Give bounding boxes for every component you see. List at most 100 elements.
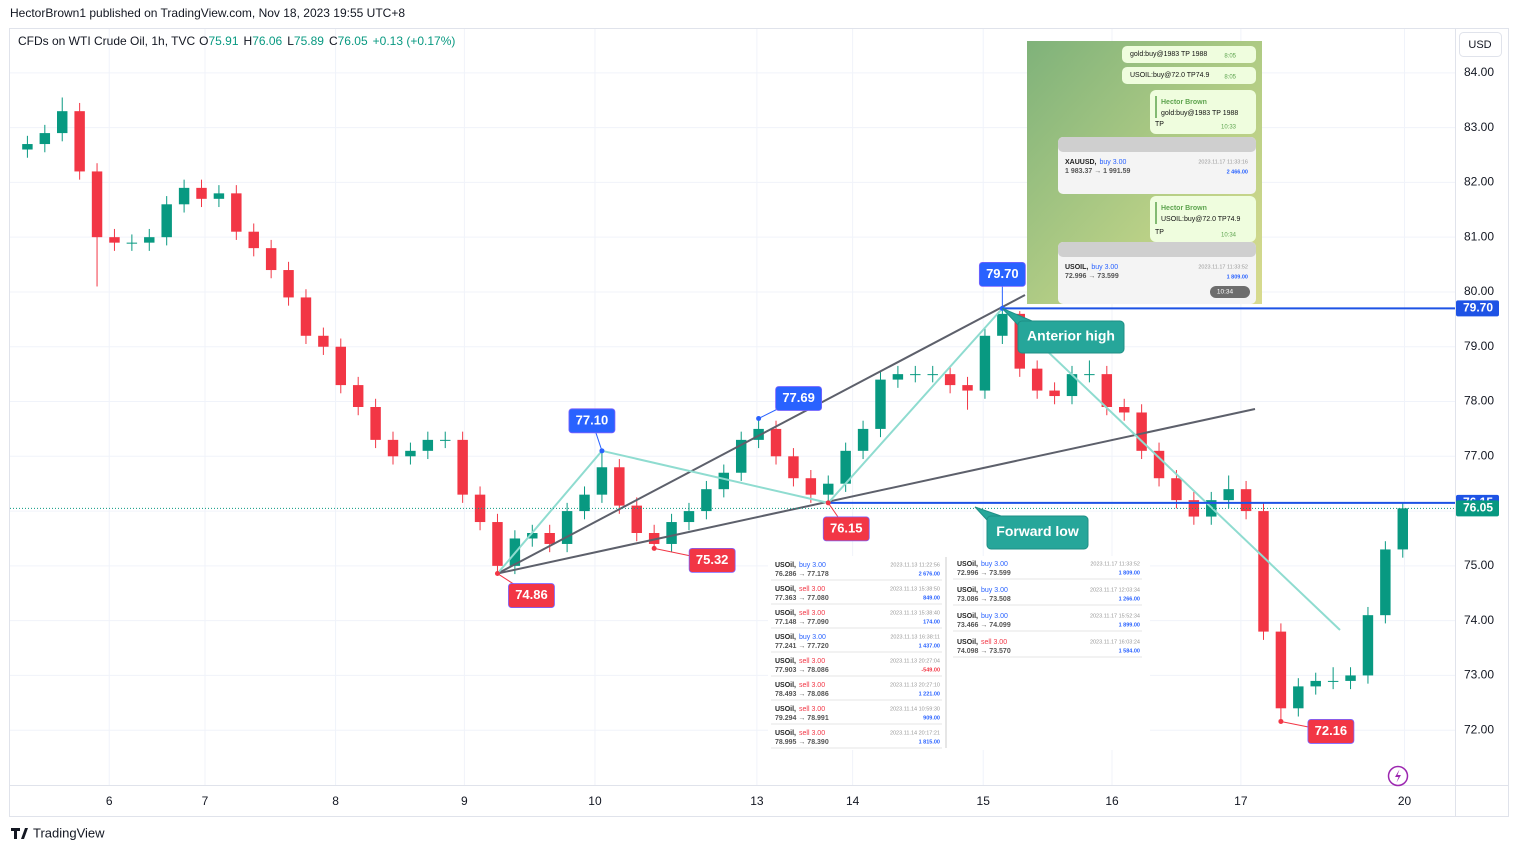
candle-body (1327, 680, 1339, 682)
candle-body (875, 379, 886, 429)
pivot-label: 75.32 (696, 552, 729, 567)
trade-side: sell 3.00 (799, 610, 825, 617)
header-text: H (244, 34, 253, 48)
callout-box (1017, 320, 1125, 354)
y-tick-label: 72.00 (1464, 722, 1494, 736)
tg-card-band (1058, 242, 1256, 257)
brand-name: TradingView (33, 825, 105, 840)
candle-body (648, 533, 660, 544)
candle-body (213, 193, 225, 199)
trade-profit: 1 584.00 (1119, 648, 1140, 654)
trade-time: 2023.11.17 12:03:34 (1090, 587, 1140, 593)
candle-body (631, 505, 642, 533)
candle-body (753, 428, 764, 440)
x-tick-label: 13 (750, 794, 764, 808)
candle-body (979, 335, 991, 391)
candle-body (370, 407, 381, 440)
published-line: HectorBrown1 published on TradingView.co… (10, 6, 405, 20)
trade-time: 2023.11.17 15:52:34 (1090, 613, 1140, 619)
candle-body (335, 346, 347, 386)
candle-body (39, 133, 51, 145)
tg-reply-text: USOIL:buy@72.0 TP74.9 (1161, 216, 1240, 223)
tg-time: 10:34 (1221, 233, 1237, 239)
trade-panel (768, 556, 1150, 750)
trade-profit: 1 815.00 (919, 739, 940, 745)
candle-body (265, 248, 277, 271)
candle-body (126, 242, 138, 244)
axis-label-box (1456, 500, 1499, 517)
x-tick-label: 15 (977, 794, 991, 808)
candle-body (892, 374, 904, 380)
x-tick-label: 16 (1105, 794, 1119, 808)
trade-prices: 77.148 → 77.090 (775, 619, 829, 626)
candle-body (109, 237, 120, 243)
trade-symbol: USOil, (957, 613, 978, 620)
trade-prices: 74.098 → 73.570 (957, 648, 1011, 655)
telegram-screenshot: gold:buy@1983 TP 1988 8:05 USOIL:buy@72.0 … (1027, 41, 1262, 304)
trade-profit: 1 437.00 (919, 643, 940, 649)
trade-side: sell 3.00 (981, 639, 1007, 646)
trend-line (497, 294, 1026, 575)
candle-body (231, 193, 242, 232)
currency: USD (1468, 39, 1491, 51)
header-text: +0.13 (+0.17%) (373, 34, 456, 48)
trade-symbol: USOil, (775, 634, 796, 641)
pivot-label-box (688, 547, 736, 573)
candle-body (527, 533, 538, 539)
trade-side: sell 3.00 (799, 730, 825, 737)
trade-time: 2023.11.13 15:38:50 (890, 586, 940, 592)
tg-card-date: 2023.11.17 11:33:16 (1198, 159, 1248, 165)
replay-icon[interactable] (1387, 765, 1409, 787)
tg-time-badge (1210, 286, 1250, 298)
callout-text: Forward low (996, 523, 1079, 539)
candle-body (1293, 686, 1304, 709)
candle-body (492, 522, 503, 566)
trade-profit: 1 221.00 (919, 691, 940, 697)
candle-body (1118, 407, 1130, 413)
tg-message: gold:buy@1983 TP 1988 (1130, 51, 1207, 58)
trade-profit: -549.00 (921, 667, 940, 673)
tg-card-prices: 1 983.37 → 1 991.59 (1065, 168, 1130, 175)
pivot-label-box (775, 386, 823, 411)
candle-body (997, 313, 1008, 336)
candle-body (805, 478, 817, 495)
zigzag (1001, 307, 1341, 631)
x-tick-label: 9 (461, 794, 468, 808)
x-tick-label: 17 (1234, 794, 1248, 808)
pivot-label: 72.16 (1315, 723, 1348, 738)
tg-author: Hector Brown (1161, 205, 1207, 212)
header-text: 75.89 (294, 34, 324, 48)
tg-bubble (1150, 90, 1256, 134)
trade-time: 2023.11.13 20:27:04 (890, 658, 940, 664)
tg-bubble (1122, 46, 1256, 63)
pivot-point (825, 500, 831, 506)
x-tick-label: 6 (106, 794, 113, 808)
tg-card-prices: 72.996 → 73.599 (1065, 273, 1119, 280)
trade-symbol: USOil, (957, 639, 978, 646)
trade-prices: 73.466 → 74.099 (957, 622, 1011, 629)
candle-body (1310, 680, 1321, 687)
candle-body (596, 467, 608, 495)
trade-side: sell 3.00 (799, 682, 825, 689)
candle-body (944, 374, 956, 386)
zigzag (496, 307, 1004, 575)
candle-body (1136, 412, 1147, 451)
pivot-label-box (568, 408, 616, 434)
candle-body (579, 494, 590, 512)
y-tick-label: 81.00 (1464, 229, 1494, 243)
header-text: O (199, 34, 208, 48)
candle-body (178, 187, 190, 205)
y-tick-label: 83.00 (1464, 120, 1494, 134)
candle-body (718, 472, 730, 490)
currency-button[interactable]: USD (1459, 32, 1502, 57)
trade-prices: 78.995 → 78.390 (775, 739, 829, 746)
overlay: 79.7076.1576.0574.8677.1075.3277.6976.15… (10, 261, 1499, 744)
trade-time: 2023.11.17 16:03:24 (1090, 639, 1140, 645)
candle-body (614, 467, 625, 506)
brand[interactable]: TradingView (11, 825, 105, 840)
pivot-label-box (822, 516, 870, 542)
trade-prices: 79.294 → 78.991 (775, 715, 829, 722)
candle-body (91, 171, 103, 238)
tg-bubble (1122, 67, 1256, 84)
